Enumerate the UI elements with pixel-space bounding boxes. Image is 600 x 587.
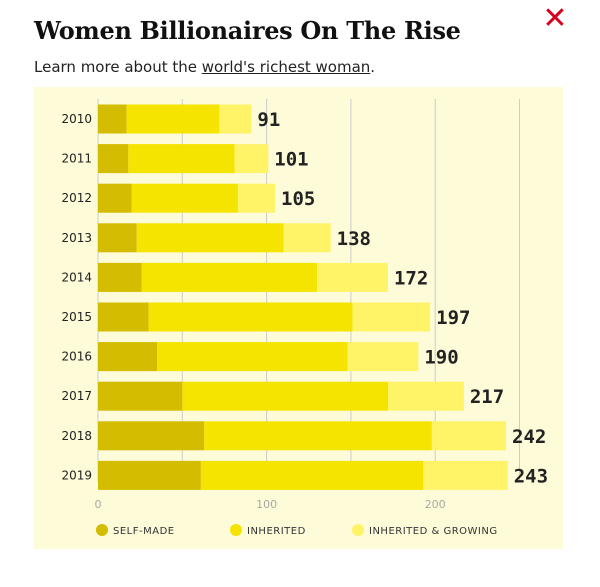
y-tick-label: 2018	[61, 429, 92, 443]
data-label-total: 190	[424, 347, 458, 369]
chart-title: Women Billionaires On The Rise	[34, 16, 461, 45]
bar-segment	[131, 183, 238, 213]
legend-swatch	[96, 524, 108, 536]
bar-segment	[182, 381, 388, 411]
y-tick-label: 2010	[61, 112, 92, 126]
bar-segment	[347, 342, 419, 372]
data-label-total: 91	[257, 109, 280, 131]
data-label-total: 197	[436, 307, 470, 329]
y-tick-label: 2011	[61, 152, 92, 166]
data-label-total: 138	[337, 228, 371, 250]
legend-label: INHERITED & GROWING	[369, 526, 498, 537]
stacked-bar-chart: 2010 91 2011 101 2012 105 2013 138 2014 172 2015 19…	[61, 99, 548, 537]
bar-segment	[98, 223, 137, 253]
data-label-total: 105	[281, 188, 315, 210]
bar-segment	[283, 223, 331, 253]
bar-segment	[148, 302, 353, 332]
bar-segment	[98, 262, 142, 292]
legend-swatch	[230, 524, 242, 536]
bar-segment	[204, 421, 432, 451]
bar-segment	[98, 104, 127, 134]
bar-segment	[98, 381, 183, 411]
x-tick-label: 100	[256, 498, 277, 511]
subtitle-suffix: .	[370, 58, 376, 76]
legend-swatch	[352, 524, 364, 536]
chart-panel: 2010 91 2011 101 2012 105 2013 138 2014 172 2015 19…	[34, 87, 563, 549]
y-tick-label: 2015	[61, 310, 92, 324]
bar-segment	[98, 302, 149, 332]
y-tick-label: 2012	[61, 191, 92, 205]
bar-segment	[98, 421, 205, 451]
data-label-total: 172	[394, 267, 428, 289]
bar-segment	[423, 460, 508, 490]
bar-segment	[431, 421, 507, 451]
bar-segment	[387, 381, 464, 411]
bar-segment	[157, 342, 348, 372]
subtitle-prefix: Learn more about the	[34, 58, 202, 76]
bar-segment	[200, 460, 424, 490]
y-tick-label: 2013	[61, 231, 92, 245]
data-label-total: 242	[512, 426, 546, 448]
bar-segment	[219, 104, 252, 134]
bar-segment	[317, 262, 388, 292]
bar-segment	[98, 460, 201, 490]
x-tick-label: 200	[425, 498, 446, 511]
y-tick-label: 2014	[61, 270, 92, 284]
data-label-total: 243	[514, 465, 548, 487]
y-tick-label: 2017	[61, 389, 92, 403]
bar-segment	[128, 144, 235, 174]
y-tick-label: 2016	[61, 350, 92, 364]
richest-woman-link[interactable]: world's richest woman	[201, 58, 371, 76]
chart-subtitle: Learn more about the world's richest wom…	[34, 58, 375, 76]
legend-label: INHERITED	[247, 526, 306, 537]
bar-segment	[237, 183, 276, 213]
bar-segment	[98, 144, 129, 174]
bar-segment	[98, 342, 158, 372]
bar-segment	[136, 223, 284, 253]
x-tick-label: 0	[95, 498, 102, 511]
legend-label: SELF-MADE	[113, 526, 175, 537]
y-tick-label: 2019	[61, 468, 92, 482]
bar-segment	[352, 302, 431, 332]
bar-segment	[234, 144, 269, 174]
data-label-total: 101	[274, 149, 308, 171]
data-label-total: 217	[470, 386, 504, 408]
close-icon[interactable]: ✕	[542, 1, 568, 36]
bar-segment	[98, 183, 132, 213]
bar-segment	[141, 262, 318, 292]
bar-segment	[126, 104, 220, 134]
